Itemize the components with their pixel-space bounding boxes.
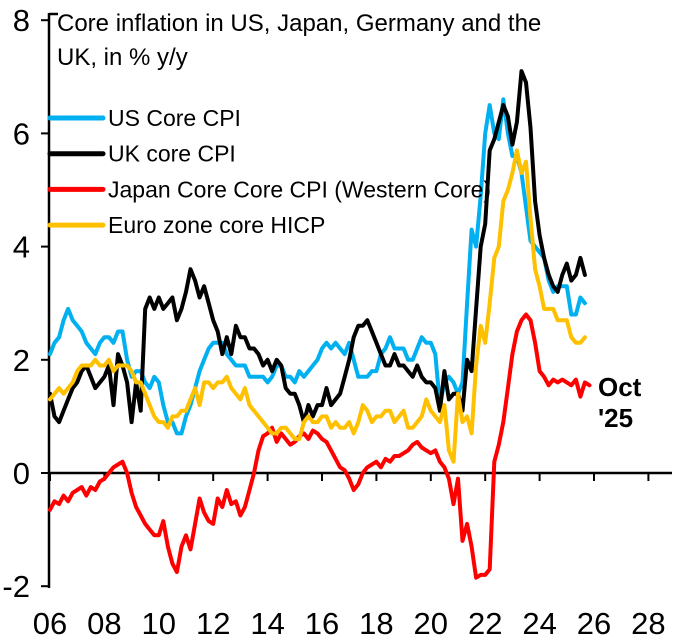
y-tick-label: 2 [13, 343, 30, 378]
legend-item-us-core-cpi: US Core CPI [47, 105, 241, 131]
series-line-japan-core-core-cpi-western-core [48, 312, 592, 580]
y-tick-label: -2 [2, 569, 30, 604]
legend: US Core CPI UK core CPI Japan Core Core CP… [47, 105, 491, 238]
chart-title-line1: Core inflation in US, Japan, Germany and… [57, 10, 541, 37]
x-tick-label: 08 [87, 606, 121, 640]
series-lines [48, 69, 592, 580]
legend-item-euro-zone-core-hicp: Euro zone core HICP [47, 212, 325, 238]
x-tick-label: 14 [250, 606, 284, 640]
legend-item-uk-core-cpi: UK core CPI [47, 141, 236, 167]
legend-label: UK core CPI [108, 141, 236, 167]
legend-label: Euro zone core HICP [108, 212, 325, 238]
x-tick-label: 12 [196, 606, 230, 640]
series-line-uk-core-cpi [48, 69, 587, 425]
y-tick-label: 4 [13, 230, 30, 265]
y-tick-label: 6 [13, 116, 30, 151]
x-tick-label: 22 [468, 606, 502, 640]
x-tick-label: 16 [305, 606, 339, 640]
chart-title-line2: UK, in % y/y [57, 44, 188, 71]
legend-label: US Core CPI [108, 105, 241, 131]
x-tick-label: 06 [33, 606, 67, 640]
x-tick-label: 20 [414, 606, 448, 640]
x-tick-label: 10 [142, 606, 176, 640]
x-tick-label: 26 [577, 606, 611, 640]
x-tick-label: 18 [359, 606, 393, 640]
annotation-oct-25-line2: '25 [598, 403, 633, 433]
legend-label: Japan Core Core CPI (Western Core) [108, 176, 491, 202]
annotation-oct-25-line1: Oct [598, 372, 642, 402]
x-tick-label: 28 [631, 606, 665, 640]
legend-item-japan-core-core-cpi-western-core: Japan Core Core CPI (Western Core) [47, 176, 491, 202]
y-tick-label: 0 [13, 456, 30, 491]
series-line-euro-zone-core-hicp [48, 148, 587, 464]
x-tick-label: 24 [522, 606, 556, 640]
y-tick-label: 8 [13, 3, 30, 38]
